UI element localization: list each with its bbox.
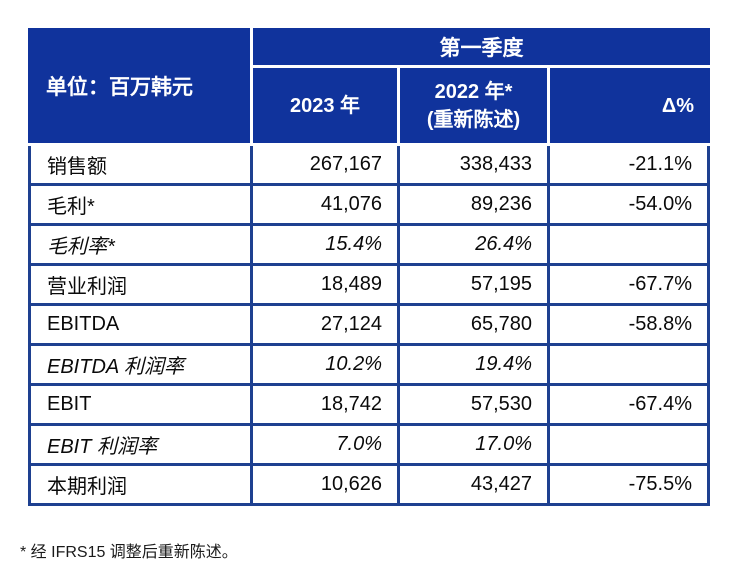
value-2022: 19.4% (400, 346, 547, 383)
delta-value: -67.7% (550, 266, 707, 303)
column-header-row: 2023 年 2022 年* (重新陈述) Δ% (253, 68, 710, 143)
value-2022: 17.0% (400, 426, 547, 463)
value-2023: 41,076 (253, 186, 397, 223)
metric-label: EBITDA (31, 306, 250, 343)
table-body: 销售额 267,167 338,433 -21.1% 毛利* 41,076 89… (28, 146, 710, 506)
metric-label: 销售额 (31, 146, 250, 183)
footnote: * 经 IFRS15 调整后重新陈述。 (20, 544, 238, 561)
value-2022: 65,780 (400, 306, 547, 343)
value-2023: 10,626 (253, 466, 397, 503)
financial-results-table: 单位：百万韩元 第一季度 2023 年 2022 年* (重新陈述) Δ% 销售 (28, 28, 710, 506)
value-2023: 10.2% (253, 346, 397, 383)
table-header: 单位：百万韩元 第一季度 2023 年 2022 年* (重新陈述) Δ% (28, 28, 710, 143)
quarter-header-cell: 第一季度 (253, 28, 710, 65)
header-right-section: 第一季度 2023 年 2022 年* (重新陈述) Δ% (253, 28, 710, 143)
delta-value: -58.8% (550, 306, 707, 343)
col-header-delta-label: Δ% (661, 94, 694, 117)
unit-label: 单位：百万韩元 (46, 75, 193, 99)
delta-value: -54.0% (550, 186, 707, 223)
col-header-2022-line2: (重新陈述) (426, 108, 521, 131)
col-header-delta: Δ% (550, 68, 710, 143)
metric-label: 毛利* (31, 186, 250, 223)
metric-label: 营业利润 (31, 266, 250, 303)
value-2022: 26.4% (400, 226, 547, 263)
metric-label: EBIT 利润率 (31, 426, 250, 463)
delta-value: -67.4% (550, 386, 707, 423)
quarter-label: 第一季度 (439, 36, 524, 60)
delta-value (550, 346, 707, 383)
delta-value: -21.1% (550, 146, 707, 183)
value-2022: 57,530 (400, 386, 547, 423)
col-header-2023-label: 2023 年 (289, 94, 361, 117)
col-header-2023: 2023 年 (253, 68, 397, 143)
delta-value: -75.5% (550, 466, 707, 503)
metric-label: 本期利润 (31, 466, 250, 503)
value-2022: 338,433 (400, 146, 547, 183)
metric-label: EBIT (31, 386, 250, 423)
value-2023: 267,167 (253, 146, 397, 183)
value-2023: 18,489 (253, 266, 397, 303)
value-2023: 7.0% (253, 426, 397, 463)
unit-cell: 单位：百万韩元 (28, 28, 250, 143)
col-header-2022: 2022 年* (重新陈述) (400, 68, 547, 143)
delta-value (550, 426, 707, 463)
metric-label: EBITDA 利润率 (31, 346, 250, 383)
metric-label: 毛利率* (31, 226, 250, 263)
value-2023: 27,124 (253, 306, 397, 343)
delta-value (550, 226, 707, 263)
value-2022: 57,195 (400, 266, 547, 303)
value-2022: 43,427 (400, 466, 547, 503)
value-2023: 15.4% (253, 226, 397, 263)
value-2022: 89,236 (400, 186, 547, 223)
value-2023: 18,742 (253, 386, 397, 423)
col-header-2022-line1: 2022 年* (434, 80, 513, 103)
